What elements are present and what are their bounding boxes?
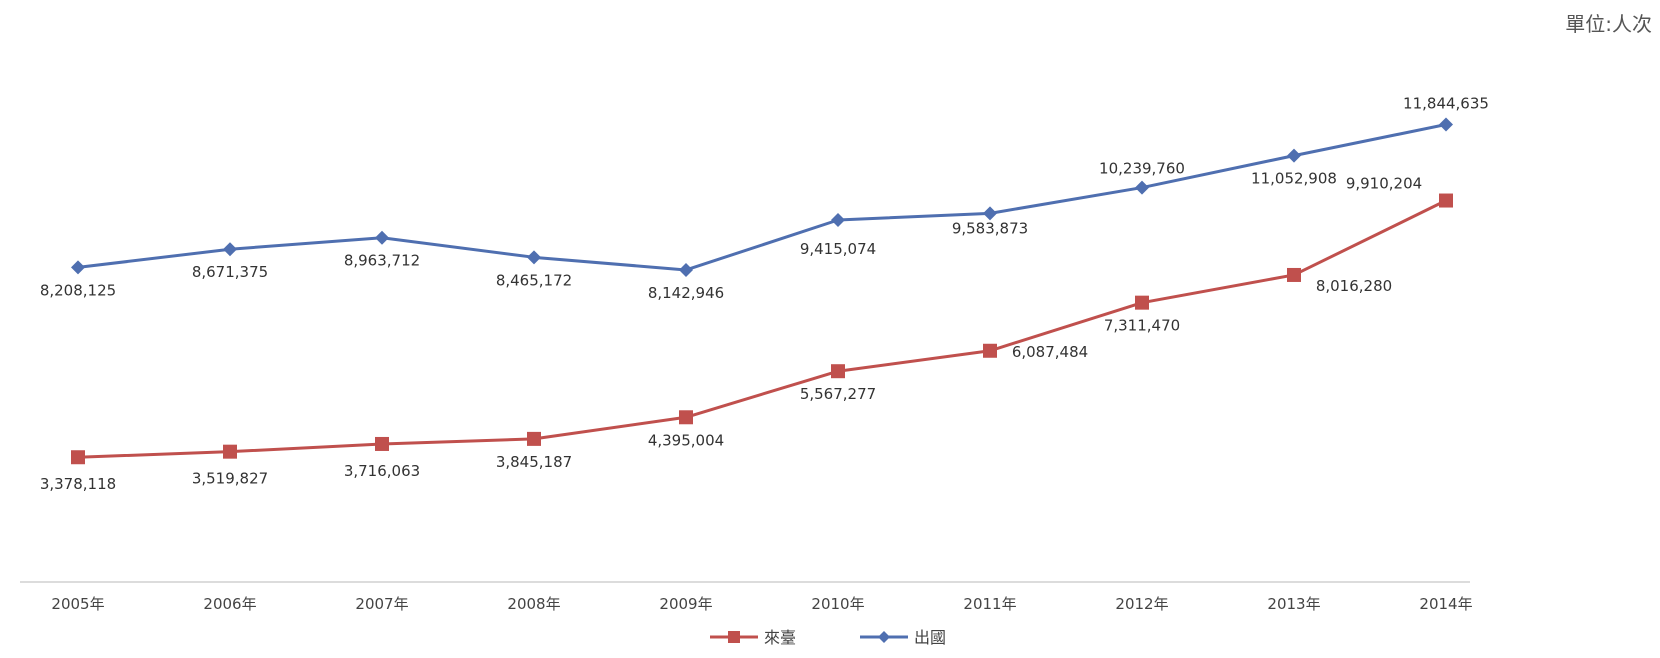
- data-label: 8,465,172: [496, 271, 572, 289]
- data-point-marker: [1135, 180, 1149, 195]
- data-label: 3,519,827: [192, 470, 268, 488]
- x-tick-label: 2005年: [51, 595, 104, 613]
- x-tick-label: 2007年: [355, 595, 408, 613]
- data-label: 4,395,004: [648, 431, 724, 449]
- data-point-marker: [527, 431, 541, 446]
- x-tick-label: 2012年: [1115, 595, 1168, 613]
- data-label: 11,052,908: [1251, 170, 1337, 188]
- data-label: 9,910,204: [1346, 175, 1422, 193]
- data-label: 3,378,118: [40, 475, 116, 493]
- data-point-marker: [1439, 193, 1453, 208]
- data-point-marker: [527, 250, 541, 265]
- data-label: 8,142,946: [648, 284, 724, 302]
- data-label: 6,087,484: [1012, 343, 1088, 361]
- data-point-marker: [831, 364, 845, 379]
- x-tick-label: 2013年: [1267, 595, 1320, 613]
- data-label: 8,671,375: [192, 263, 268, 281]
- data-point-marker: [223, 444, 237, 459]
- data-point-marker: [1287, 267, 1301, 282]
- data-point-marker: [983, 343, 997, 358]
- data-point-marker: [375, 230, 389, 245]
- x-tick-label: 2009年: [659, 595, 712, 613]
- legend-marker: [728, 631, 740, 643]
- data-point-marker: [679, 262, 693, 277]
- x-tick-label: 2006年: [203, 595, 256, 613]
- data-point-marker: [223, 242, 237, 257]
- data-point-marker: [679, 410, 693, 425]
- series-line-inbound: [77, 199, 1447, 459]
- data-label: 8,016,280: [1316, 277, 1392, 295]
- data-label: 7,311,470: [1104, 317, 1180, 335]
- data-point-marker: [1439, 117, 1453, 132]
- legend-marker: [878, 631, 890, 643]
- x-tick-label: 2010年: [811, 595, 864, 613]
- series-line-outbound: [77, 123, 1447, 272]
- data-label: 9,583,873: [952, 219, 1028, 237]
- data-point-marker: [1287, 148, 1301, 163]
- data-point-marker: [375, 436, 389, 451]
- data-point-marker: [71, 260, 85, 275]
- data-label: 5,567,277: [800, 385, 876, 403]
- data-label: 9,415,074: [800, 240, 876, 258]
- data-label: 10,239,760: [1099, 160, 1185, 178]
- x-tick-label: 2008年: [507, 595, 560, 613]
- data-label: 3,716,063: [344, 462, 420, 480]
- data-point-marker: [71, 450, 85, 465]
- legend-label: 來臺: [764, 628, 796, 647]
- data-label: 11,844,635: [1403, 95, 1489, 113]
- x-tick-label: 2014年: [1419, 595, 1472, 613]
- unit-label: 單位:人次: [1565, 12, 1652, 36]
- data-point-marker: [1135, 295, 1149, 310]
- data-label: 3,845,187: [496, 453, 572, 471]
- data-point-marker: [983, 206, 997, 221]
- legend-label: 出國: [914, 628, 946, 647]
- data-label: 8,208,125: [40, 281, 116, 299]
- data-point-marker: [831, 212, 845, 227]
- x-tick-label: 2011年: [963, 595, 1016, 613]
- data-label: 8,963,712: [344, 252, 420, 270]
